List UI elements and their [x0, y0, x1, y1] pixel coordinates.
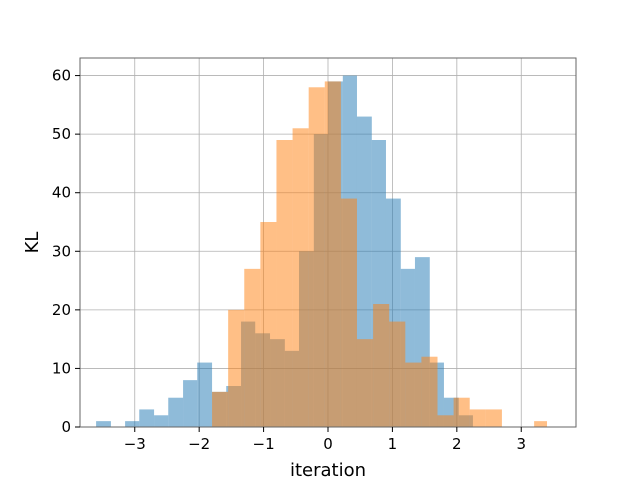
histogram-bar-series-2 [244, 268, 261, 427]
x-tick-label: −1 [253, 435, 275, 453]
histogram-bar-series-2 [340, 198, 357, 427]
histogram-bar-series-1 [197, 362, 213, 427]
histogram-bar-series-1 [96, 421, 111, 427]
histogram-bar-series-1 [168, 397, 184, 427]
histogram-bar-series-2 [228, 309, 245, 427]
histogram-bar-series-1 [154, 415, 169, 427]
histogram-bars [96, 75, 548, 428]
histogram-bar-series-2 [453, 397, 470, 427]
histogram-bar-series-1 [183, 380, 198, 427]
histogram-bar-series-2 [292, 128, 309, 428]
y-tick-label: 60 [52, 67, 71, 85]
histogram-bar-series-2 [485, 409, 502, 427]
histogram-bar-series-2 [324, 81, 341, 427]
y-tick-label: 0 [61, 418, 71, 436]
x-tick-label: 3 [516, 435, 526, 453]
histogram-bar-series-2 [534, 421, 548, 427]
histogram-bar-series-2 [308, 87, 325, 428]
x-tick-label: 1 [388, 435, 398, 453]
y-tick-label: 50 [52, 125, 71, 143]
y-axis-label: KL [22, 232, 43, 254]
y-tick-label: 30 [52, 242, 71, 260]
histogram-bar-series-2 [260, 222, 277, 427]
x-tick-label: −2 [188, 435, 210, 453]
histogram-bar-series-2 [421, 356, 438, 427]
histogram-bar-series-2 [373, 304, 390, 427]
histogram-bar-series-2 [389, 321, 406, 427]
histogram-bar-series-2 [212, 391, 229, 427]
y-tick-label: 40 [52, 184, 71, 202]
histogram-bar-series-2 [469, 409, 486, 427]
x-tick-label: 0 [323, 435, 333, 453]
y-tick-label: 10 [52, 359, 71, 377]
x-tick-label: −3 [124, 435, 146, 453]
x-tick-label: 2 [452, 435, 462, 453]
histogram-bar-series-2 [405, 362, 422, 427]
histogram-bar-series-2 [437, 415, 454, 427]
y-tick-label: 20 [52, 301, 71, 319]
histogram-bar-series-2 [356, 339, 374, 427]
histogram-bar-series-1 [125, 421, 140, 427]
histogram-bar-series-1 [139, 409, 155, 427]
x-axis-label: iteration [290, 460, 366, 480]
histogram-bar-series-2 [276, 140, 293, 427]
